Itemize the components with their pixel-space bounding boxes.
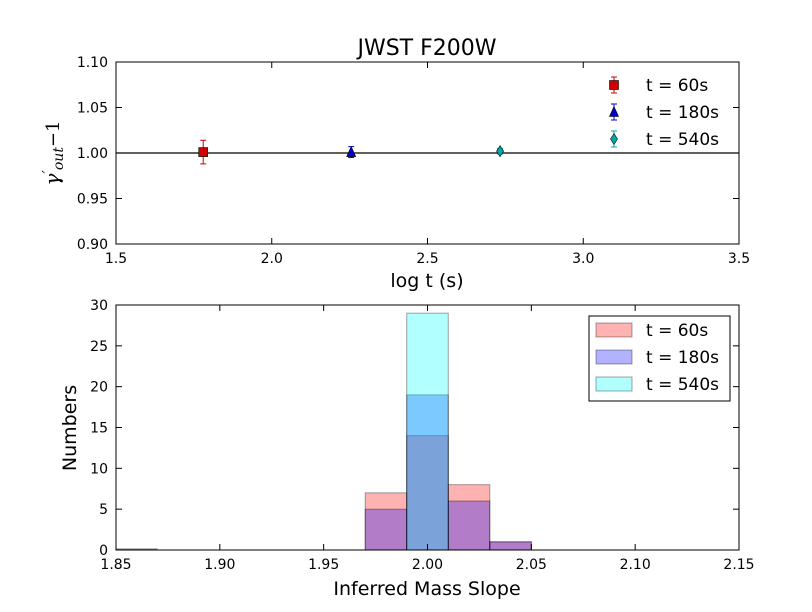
bottom-x-axis-label: Inferred Mass Slope: [333, 578, 520, 600]
top-y-label-sub: out: [51, 147, 67, 170]
legend-marker: [609, 105, 619, 117]
bottom-y-axis-label: Numbers: [59, 385, 81, 471]
histogram-bar: [364, 508, 408, 551]
top-y-tick-label: 0.95: [77, 192, 108, 208]
data-point: [346, 145, 357, 157]
legend-label: t = 540s: [646, 375, 719, 395]
bottom-x-tick-label: 1.85: [100, 557, 131, 573]
histogram-bar: [364, 492, 408, 551]
top-y-tick-label: 1.10: [77, 55, 108, 71]
histogram-bar: [406, 435, 449, 551]
top-y-tick-label: 0.90: [77, 237, 108, 253]
data-point: [198, 147, 209, 157]
top-x-axis-label: log t (s): [390, 270, 463, 292]
bottom-x-tick-label: 2.05: [516, 557, 547, 573]
bottom-x-tick-label: 2.10: [620, 557, 651, 573]
top-y-label-prime: ′: [39, 170, 57, 174]
top-y-label-suffix: −1: [43, 121, 64, 148]
bottom-x-tick-label: 2.15: [723, 557, 754, 573]
top-x-tick-label: 2.5: [416, 251, 438, 267]
top-y-axis-label: γ′out−1: [39, 121, 67, 186]
bottom-x-tick-label: 1.95: [308, 557, 339, 573]
bottom-y-tick-label: 25: [90, 339, 108, 355]
legend-marker: [610, 132, 618, 146]
bottom-y-tick-label: 0: [99, 543, 108, 559]
legend-label: t = 60s: [646, 321, 708, 341]
legend-swatch: [595, 322, 633, 338]
bottom-y-tick-label: 15: [90, 421, 108, 437]
top-x-tick-label: 2.0: [261, 251, 283, 267]
legend-swatch: [595, 376, 633, 392]
histogram-bar: [447, 484, 491, 551]
top-legend: t = 60s t = 180s t = 540s: [609, 76, 719, 150]
legend-swatch: [595, 349, 633, 365]
top-y-tick-label: 1.05: [77, 101, 108, 117]
top-y-label-gamma: γ: [40, 173, 64, 185]
bottom-legend: t = 60s t = 180s t = 540s: [588, 315, 731, 402]
legend-label: t = 180s: [646, 103, 719, 123]
legend-label: t = 60s: [646, 76, 708, 96]
histogram-bar: [447, 500, 491, 551]
bottom-x-tick-label: 1.90: [204, 557, 235, 573]
top-y-tick-label: 1.00: [77, 146, 108, 162]
top-chart-title: JWST F200W: [355, 36, 496, 61]
top-x-tick-label: 3.0: [572, 251, 594, 267]
histogram-bar: [406, 312, 449, 551]
top-x-tick-label: 3.5: [728, 251, 750, 267]
bottom-y-tick-label: 30: [90, 298, 108, 314]
bottom-y-tick-label: 20: [90, 380, 108, 396]
bottom-y-tick-label: 5: [99, 502, 108, 518]
bottom-y-tick-label: 10: [90, 461, 108, 477]
top-x-tick-label: 1.5: [105, 251, 127, 267]
legend-label: t = 540s: [646, 130, 719, 150]
legend-box: [588, 315, 731, 402]
svg-text:γ′out−1: γ′out−1: [39, 121, 67, 186]
histogram-bar: [489, 541, 532, 551]
histogram-bar: [406, 394, 449, 551]
data-point: [496, 145, 504, 158]
legend-marker: [609, 80, 619, 90]
bottom-x-tick-label: 2.00: [412, 557, 443, 573]
legend-label: t = 180s: [646, 348, 719, 368]
